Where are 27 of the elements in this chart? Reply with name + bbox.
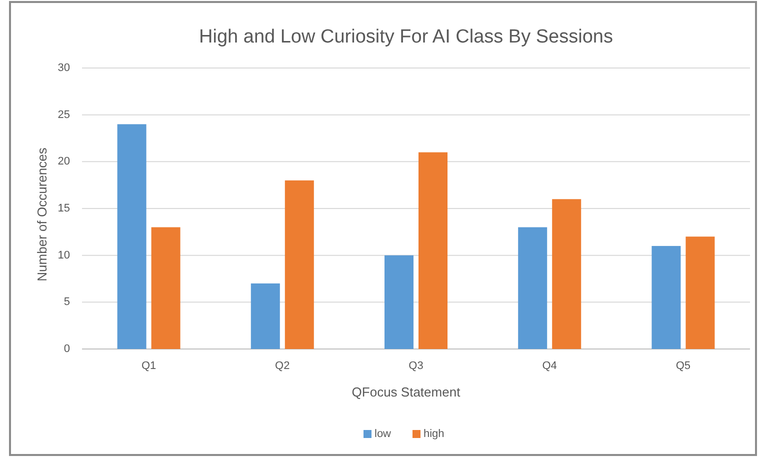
legend-label: low (374, 428, 392, 440)
x-tick-label: Q2 (275, 360, 290, 372)
x-tick-label: Q4 (542, 360, 557, 372)
x-tick-label: Q3 (408, 360, 424, 372)
y-tick-label: 10 (58, 249, 70, 262)
bar (151, 227, 180, 349)
bar (552, 199, 582, 349)
y-tick-label: 25 (58, 108, 70, 121)
bar (117, 124, 146, 349)
bar (250, 283, 280, 349)
bar (686, 236, 715, 349)
chart-title: High and Low Curiosity For AI Class By Sessions (199, 26, 613, 48)
x-tick-label: Q1 (141, 360, 156, 372)
y-tick-label: 0 (64, 343, 70, 355)
y-tick-label: 15 (58, 202, 70, 214)
bar (284, 180, 314, 349)
x-tick-label: Q5 (676, 360, 691, 372)
bar (384, 255, 414, 349)
bar (518, 227, 548, 349)
y-tick-label: 30 (58, 62, 70, 74)
legend-label: high (424, 428, 444, 440)
x-axis-title: QFocus Statement (352, 384, 461, 400)
y-axis-title: Number of Occurences (34, 147, 50, 282)
y-tick-label: 20 (58, 156, 70, 168)
y-tick-label: 5 (64, 296, 70, 308)
bar (652, 246, 681, 349)
bar (418, 152, 448, 349)
